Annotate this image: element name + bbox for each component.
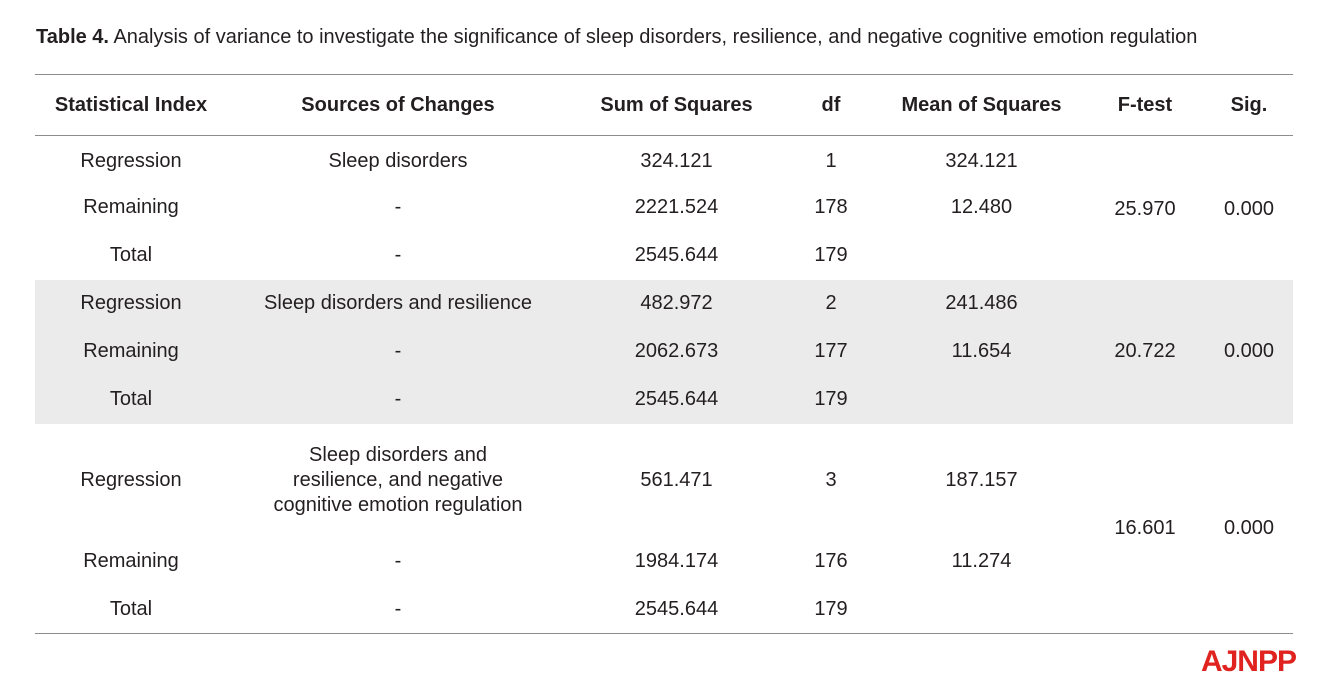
cell-statistical-index: Regression xyxy=(80,149,182,172)
cell-df: 1 xyxy=(825,149,837,172)
cell-df: 179 xyxy=(814,388,848,410)
cell-f-test: 20.722 xyxy=(1114,340,1176,362)
cell-mean-of-squares xyxy=(878,586,1085,634)
header-sig: Sig. xyxy=(1230,93,1268,116)
anova-table: Statistical Index Sources of Changes Sum… xyxy=(35,74,1293,634)
cell-mean-of-squares: 324.121 xyxy=(945,149,1018,172)
cell-mean-of-squares: 11.654 xyxy=(951,340,1012,362)
cell-statistical-index: Remaining xyxy=(83,196,179,218)
model-group-1: Regression Sleep disorders 324.121 1 324… xyxy=(35,136,1293,280)
cell-df: 178 xyxy=(814,196,848,218)
journal-logo: AJNPP xyxy=(1200,645,1297,678)
cell-statistical-index: Remaining xyxy=(83,550,179,572)
cell-sum-of-squares: 2062.673 xyxy=(634,340,719,362)
cell-sig: 0.000 xyxy=(1223,197,1275,220)
cell-source: - xyxy=(394,196,402,218)
header-sum-of-squares: Sum of Squares xyxy=(600,93,753,116)
cell-mean-of-squares xyxy=(878,376,1085,424)
table-caption-text: Analysis of variance to investigate the … xyxy=(109,26,1198,48)
cell-statistical-index: Regression xyxy=(80,292,182,314)
cell-sum-of-squares: 2545.644 xyxy=(634,597,719,620)
table-caption: Table 4. Analysis of variance to investi… xyxy=(36,24,1197,50)
cell-statistical-index: Total xyxy=(109,597,153,620)
cell-sum-of-squares: 324.121 xyxy=(640,149,713,172)
model-group-2: Regression Sleep disorders and resilienc… xyxy=(35,279,1293,424)
cell-mean-of-squares xyxy=(878,232,1085,280)
anova-table-container: Statistical Index Sources of Changes Sum… xyxy=(35,74,1293,634)
cell-f-test: 25.970 xyxy=(1114,197,1176,220)
cell-df: 177 xyxy=(814,340,848,362)
cell-source: - xyxy=(394,340,402,362)
cell-sum-of-squares: 482.972 xyxy=(640,292,713,314)
cell-source: - xyxy=(394,244,402,266)
table-row: Total - 2545.644 179 xyxy=(35,376,1293,424)
table-caption-label: Table 4. xyxy=(36,26,109,48)
table-row: Regression Sleep disorders and resilienc… xyxy=(35,280,1293,362)
cell-mean-of-squares: 187.157 xyxy=(945,469,1018,491)
cell-statistical-index: Regression xyxy=(80,469,182,491)
table-header: Statistical Index Sources of Changes Sum… xyxy=(35,74,1293,136)
cell-source: Sleep disorders and resilience xyxy=(264,292,532,314)
cell-mean-of-squares: 241.486 xyxy=(945,292,1018,314)
header-sources-of-changes: Sources of Changes xyxy=(301,93,495,116)
cell-source: - xyxy=(394,597,402,620)
table-row: Total - 2545.644 179 xyxy=(35,586,1293,634)
cell-sum-of-squares: 561.471 xyxy=(640,469,713,491)
cell-source: - xyxy=(394,388,402,410)
cell-statistical-index: Remaining xyxy=(83,340,179,362)
cell-sig: 0.000 xyxy=(1223,516,1275,539)
header-mean-of-squares: Mean of Squares xyxy=(901,93,1062,116)
cell-df: 2 xyxy=(825,292,837,314)
header-row: Statistical Index Sources of Changes Sum… xyxy=(35,74,1293,136)
cell-source: Sleep disorders xyxy=(328,149,468,172)
cell-df: 176 xyxy=(814,550,848,572)
cell-statistical-index: Total xyxy=(109,244,153,266)
header-df: df xyxy=(821,93,841,116)
cell-df: 179 xyxy=(814,597,848,620)
cell-sum-of-squares: 2221.524 xyxy=(634,196,719,218)
cell-df: 179 xyxy=(814,244,848,266)
cell-mean-of-squares: 11.274 xyxy=(951,550,1012,572)
cell-df: 3 xyxy=(825,469,837,491)
cell-statistical-index: Total xyxy=(109,388,153,410)
table-row: Remaining - 2221.524 178 12.480 xyxy=(35,184,1293,232)
cell-sum-of-squares: 2545.644 xyxy=(634,244,719,266)
cell-sig: 0.000 xyxy=(1223,340,1275,362)
cell-source: - xyxy=(394,550,402,572)
header-statistical-index: Statistical Index xyxy=(54,93,208,116)
table-row: Remaining - 1984.174 176 11.274 xyxy=(35,538,1293,586)
cell-f-test: 16.601 xyxy=(1114,516,1176,539)
table-row: Total - 2545.644 179 xyxy=(35,232,1293,280)
model-group-3: Regression Sleep disorders and resilienc… xyxy=(35,424,1293,634)
table-row: Regression Sleep disorders 324.121 1 324… xyxy=(35,136,1293,220)
header-f-test: F-test xyxy=(1117,93,1173,116)
cell-mean-of-squares: 12.480 xyxy=(950,196,1013,218)
table-row: Regression Sleep disorders and resilienc… xyxy=(35,424,1293,539)
cell-sum-of-squares: 2545.644 xyxy=(634,388,719,410)
cell-source: Sleep disorders and resilience, and nega… xyxy=(273,444,523,516)
table-row: Remaining - 2062.673 177 11.654 xyxy=(35,328,1293,376)
cell-sum-of-squares: 1984.174 xyxy=(634,550,719,572)
